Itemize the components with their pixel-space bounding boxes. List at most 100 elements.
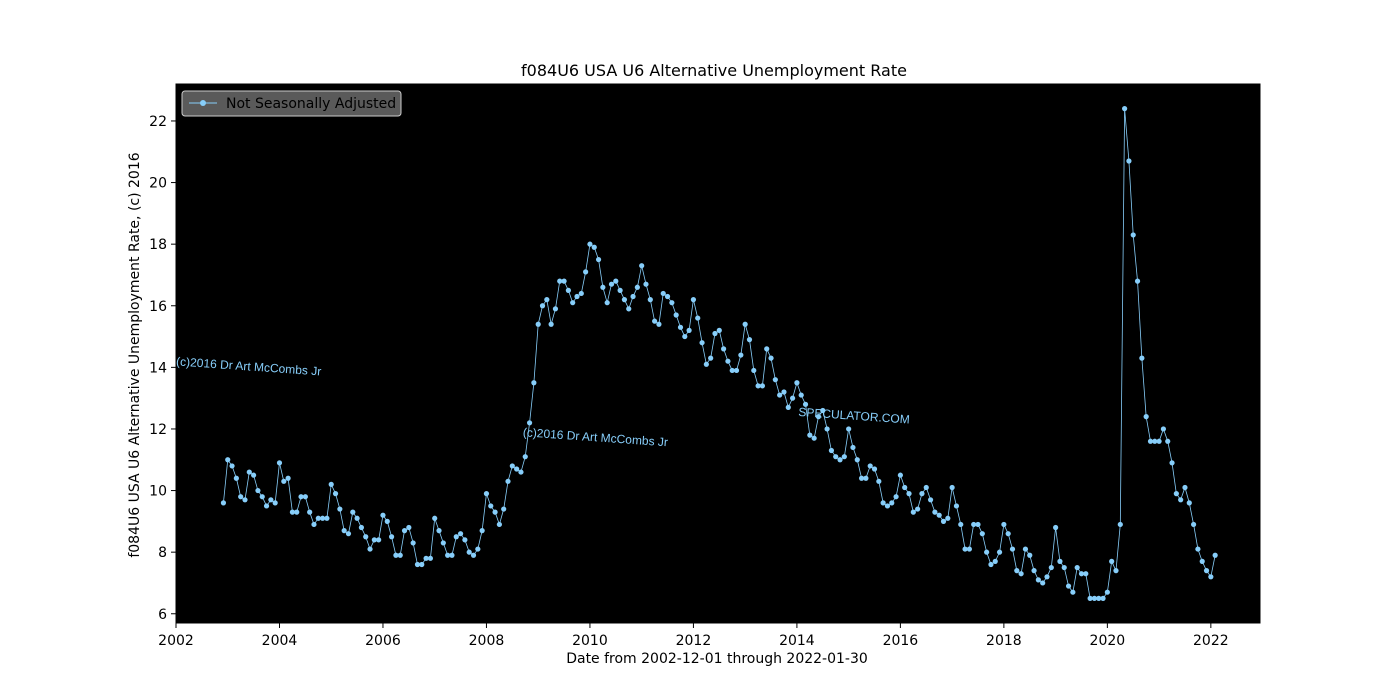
- data-point: [557, 278, 563, 284]
- x-tick-label: 2004: [262, 633, 298, 649]
- data-point: [393, 552, 399, 558]
- x-tick-label: 2006: [365, 633, 401, 649]
- data-point: [604, 300, 610, 306]
- data-point: [1173, 491, 1179, 497]
- data-point: [600, 284, 606, 290]
- x-axis: 2002 2004 2006 2008 2010 2012 2014 2016 2018 2020…: [158, 623, 1229, 649]
- data-point: [975, 521, 981, 528]
- data-point: [453, 534, 459, 540]
- y-tick-label: 22: [149, 114, 167, 130]
- data-point: [332, 491, 339, 497]
- x-tick-label: 2008: [469, 633, 505, 649]
- data-point: [315, 515, 321, 521]
- data-point: [639, 263, 645, 269]
- data-point: [509, 463, 515, 469]
- data-point: [906, 491, 912, 497]
- data-point: [298, 494, 304, 500]
- data-point: [229, 463, 235, 469]
- data-point: [652, 318, 658, 324]
- data-point: [1130, 232, 1136, 238]
- data-point: [1109, 558, 1115, 565]
- data-point: [716, 327, 722, 333]
- data-point: [1078, 571, 1085, 577]
- data-point: [608, 281, 615, 287]
- data-point: [272, 500, 278, 506]
- data-point: [927, 497, 934, 503]
- data-point: [1035, 577, 1041, 583]
- data-point: [721, 346, 727, 352]
- data-point: [220, 500, 227, 506]
- data-point: [833, 454, 839, 460]
- data-point: [552, 306, 559, 312]
- data-point: [910, 509, 916, 515]
- data-point: [897, 472, 903, 478]
- data-point: [953, 503, 960, 509]
- data-point: [936, 512, 942, 518]
- data-point: [1147, 438, 1154, 444]
- data-point: [1113, 568, 1119, 574]
- data-point: [1087, 595, 1093, 601]
- data-point: [578, 290, 584, 297]
- data-point: [850, 444, 856, 451]
- data-point: [1031, 568, 1037, 574]
- data-point: [919, 491, 925, 497]
- data-point: [1048, 564, 1054, 571]
- data-point: [613, 278, 619, 284]
- plot-background: [176, 84, 1260, 623]
- data-point: [1096, 595, 1102, 601]
- data-point: [733, 367, 740, 374]
- data-point: [871, 466, 878, 472]
- data-point: [664, 293, 671, 300]
- data-point: [893, 494, 899, 500]
- data-point: [1143, 414, 1149, 420]
- data-point: [561, 278, 567, 284]
- data-point: [690, 297, 697, 303]
- data-point: [643, 281, 649, 287]
- data-point: [790, 395, 796, 401]
- data-point: [1022, 546, 1029, 552]
- data-point: [427, 555, 433, 561]
- data-point: [371, 537, 377, 543]
- data-point: [949, 484, 955, 491]
- data-point: [1134, 278, 1141, 284]
- data-point: [522, 454, 528, 460]
- data-point: [785, 404, 791, 410]
- legend: Not Seasonally Adjusted: [181, 90, 402, 117]
- data-point: [759, 383, 766, 389]
- data-point: [376, 537, 382, 543]
- data-point: [992, 558, 998, 565]
- data-point: [565, 287, 571, 293]
- data-point: [242, 497, 248, 503]
- data-point: [634, 284, 640, 290]
- y-axis-label: f084U6 USA U6 Alternative Unemployment R…: [127, 152, 143, 557]
- y-axis: 6 8 10 12 14 16 18 20 22: [149, 114, 176, 623]
- data-point: [324, 515, 330, 521]
- data-point: [962, 546, 968, 552]
- data-point: [656, 321, 662, 327]
- data-point: [1169, 460, 1175, 466]
- y-tick-label: 18: [149, 237, 167, 253]
- data-point: [712, 330, 718, 337]
- data-point: [915, 506, 921, 512]
- data-point: [781, 389, 787, 395]
- data-point: [501, 506, 507, 512]
- data-point: [1053, 524, 1059, 531]
- data-point: [526, 420, 533, 426]
- data-point: [802, 401, 809, 407]
- y-tick-label: 14: [149, 360, 167, 376]
- data-point: [251, 472, 257, 478]
- data-point: [626, 306, 632, 312]
- data-point: [1061, 564, 1067, 571]
- data-point: [794, 380, 800, 386]
- data-point: [483, 491, 490, 497]
- data-point: [772, 377, 778, 383]
- data-point: [820, 407, 826, 414]
- data-point: [764, 346, 770, 352]
- data-point: [742, 321, 748, 327]
- data-point: [1126, 158, 1132, 164]
- data-point: [811, 435, 817, 441]
- data-point: [276, 460, 283, 466]
- data-point: [932, 509, 938, 515]
- data-point: [807, 432, 813, 438]
- y-tick-label: 16: [149, 299, 167, 315]
